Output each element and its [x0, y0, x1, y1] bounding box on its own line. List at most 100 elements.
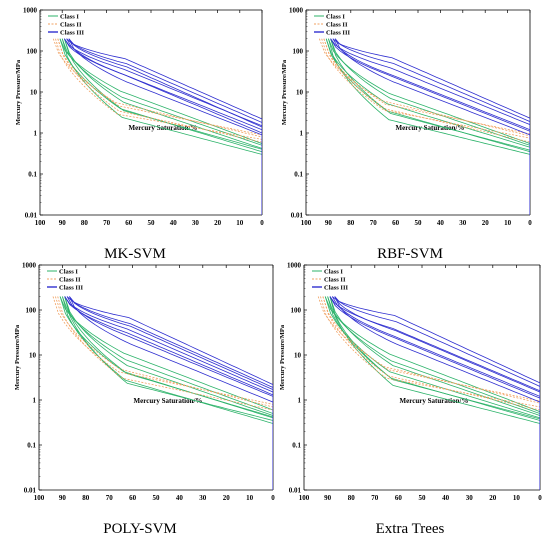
chart-caption: MK-SVM	[104, 246, 166, 262]
x-tick-label: 60	[392, 219, 400, 227]
curve-class1	[64, 296, 273, 490]
curve-class1	[328, 38, 530, 215]
x-tick-label: 0	[271, 494, 275, 502]
legend-label: Class II	[326, 22, 348, 29]
curve-class3	[334, 38, 530, 215]
y-tick-label: 0.1	[27, 442, 36, 450]
y-tick-label: 10	[30, 89, 38, 97]
y-tick-label: 1000	[289, 7, 304, 15]
legend-label: Class III	[60, 30, 84, 37]
curves-group	[52, 38, 262, 215]
curve-class3	[334, 38, 530, 215]
curve-class1	[61, 38, 262, 215]
curves-group	[52, 296, 273, 490]
y-tick-label: 0.01	[25, 212, 38, 220]
curve-class2	[320, 296, 540, 490]
x-tick-label: 30	[192, 219, 200, 227]
curve-class2	[55, 38, 262, 215]
x-tick-label: 50	[148, 219, 156, 227]
x-tick-label: 40	[170, 219, 178, 227]
y-tick-label: 0.1	[294, 171, 303, 179]
x-tick-label: 80	[347, 219, 355, 227]
y-tick-label: 1	[298, 397, 302, 405]
x-tick-label: 100	[35, 219, 46, 227]
y-tick-label: 100	[26, 307, 37, 315]
x-tick-label: 80	[348, 494, 356, 502]
legend-label: Class II	[60, 22, 82, 29]
x-tick-label: 90	[59, 494, 67, 502]
curve-class3	[64, 38, 262, 215]
y-tick-label: 0.01	[291, 212, 304, 220]
curve-class3	[334, 296, 540, 490]
y-tick-label: 1000	[287, 262, 302, 270]
curves-group	[317, 296, 540, 490]
x-tick-label: 40	[442, 494, 450, 502]
y-tick-label: 1	[300, 130, 304, 138]
y-tick-label: 10	[294, 352, 302, 360]
y-axis-label: Mercury Pressure/MPa	[15, 59, 22, 125]
curve-class3	[68, 38, 262, 215]
x-tick-label: 100	[299, 494, 310, 502]
curve-class2	[317, 296, 540, 490]
x-tick-label: 20	[214, 219, 222, 227]
curve-class1	[324, 296, 540, 490]
y-tick-label: 1	[33, 397, 37, 405]
y-axis-label: Mercury Pressure/MPa	[281, 59, 288, 125]
x-tick-label: 40	[437, 219, 445, 227]
x-tick-label: 80	[81, 219, 89, 227]
curve-class1	[64, 38, 262, 215]
curve-class1	[59, 38, 262, 215]
legend-label: Class II	[324, 277, 346, 284]
legend-label: Class I	[324, 269, 343, 276]
x-tick-label: 0	[538, 494, 542, 502]
curve-class2	[57, 38, 262, 215]
curve-class2	[52, 296, 273, 490]
x-tick-label: 50	[419, 494, 427, 502]
y-tick-label: 0.1	[28, 171, 37, 179]
curve-class1	[64, 296, 273, 490]
legend-label: Class III	[326, 30, 350, 37]
curve-class3	[332, 38, 530, 215]
x-tick-label: 60	[125, 219, 133, 227]
curve-class3	[332, 38, 530, 215]
curve-class3	[69, 296, 273, 490]
curve-class1	[61, 38, 262, 215]
curve-class2	[55, 296, 273, 490]
legend-label: Class II	[59, 277, 81, 284]
x-tick-label: 40	[176, 494, 184, 502]
x-axis-label: Mercury Saturation/%	[396, 124, 465, 132]
curve-class3	[69, 296, 273, 490]
curve-class3	[66, 38, 262, 215]
y-tick-label: 0.01	[24, 487, 37, 495]
x-tick-label: 20	[223, 494, 231, 502]
x-tick-label: 100	[301, 219, 312, 227]
curve-class1	[329, 296, 540, 490]
legend-label: Class III	[59, 285, 83, 292]
x-tick-label: 70	[106, 494, 114, 502]
curve-class1	[330, 38, 530, 215]
x-tick-label: 10	[246, 494, 254, 502]
x-tick-label: 90	[59, 219, 67, 227]
curve-class2	[322, 296, 540, 490]
y-axis-label: Mercury Pressure/MPa	[14, 324, 21, 390]
chart-caption: RBF-SVM	[377, 246, 443, 262]
curve-class1	[325, 38, 530, 215]
x-tick-label: 70	[371, 494, 379, 502]
x-tick-label: 90	[325, 219, 333, 227]
chart-caption: POLY-SVM	[103, 521, 177, 537]
y-tick-label: 100	[293, 48, 304, 56]
x-tick-label: 80	[82, 494, 90, 502]
y-tick-label: 1000	[23, 7, 38, 15]
curve-class3	[332, 296, 540, 490]
y-axis-label: Mercury Pressure/MPa	[279, 324, 286, 390]
x-tick-label: 30	[466, 494, 474, 502]
curve-class3	[64, 296, 273, 490]
legend-label: Class I	[326, 14, 345, 21]
x-tick-label: 50	[415, 219, 423, 227]
curve-class1	[327, 296, 540, 490]
curve-class3	[330, 38, 530, 215]
